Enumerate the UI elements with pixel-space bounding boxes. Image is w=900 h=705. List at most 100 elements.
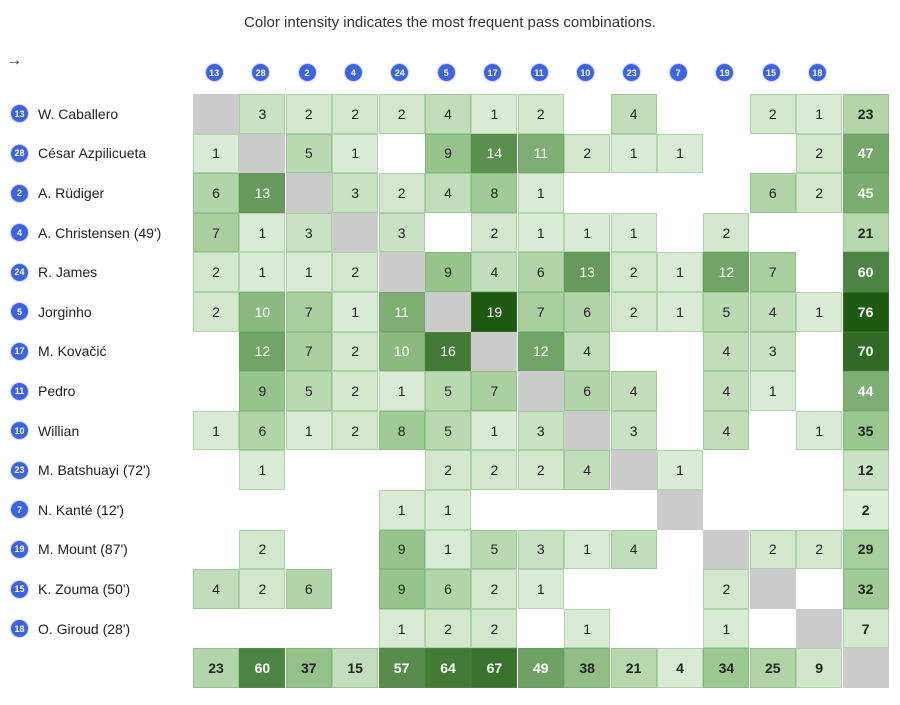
total-cell: 9 xyxy=(796,648,843,688)
pass-count-cell: 4 xyxy=(425,173,471,213)
pass-count-cell: 2 xyxy=(610,252,657,292)
pass-count-cell: 1 xyxy=(378,608,425,649)
column-badge-18: 18 xyxy=(807,63,827,82)
column-badge-17: 17 xyxy=(483,63,503,82)
pass-count-cell: 7 xyxy=(193,212,239,253)
pass-count-cell: 12 xyxy=(703,252,750,292)
pass-count-cell: 9 xyxy=(239,371,286,411)
pass-count-cell: 4 xyxy=(610,371,657,411)
empty-cell xyxy=(518,490,564,530)
player-row-label: 5 Jorginho xyxy=(10,302,92,322)
pass-count-cell: 1 xyxy=(796,292,843,332)
empty-cell xyxy=(750,213,796,253)
player-name: M. Kovačić xyxy=(38,343,107,360)
total-cell: 49 xyxy=(517,648,564,688)
player-number-badge: 13 xyxy=(10,104,29,124)
column-badge-10: 10 xyxy=(575,63,595,82)
total-cell: 47 xyxy=(842,133,889,174)
diagonal-cell xyxy=(285,173,332,213)
column-badge-4: 4 xyxy=(343,63,363,82)
pass-count-cell: 12 xyxy=(239,331,286,372)
empty-cell xyxy=(518,609,564,649)
empty-cell xyxy=(425,213,471,253)
pass-count-cell: 2 xyxy=(796,133,843,174)
empty-cell xyxy=(193,371,239,411)
pass-count-cell: 4 xyxy=(610,94,657,134)
column-badge-2: 2 xyxy=(297,63,317,82)
total-cell: 45 xyxy=(842,173,889,213)
pass-count-cell: 1 xyxy=(239,252,286,292)
pass-count-cell: 2 xyxy=(239,569,286,609)
empty-cell xyxy=(611,609,657,649)
pass-count-cell: 10 xyxy=(378,331,425,372)
pass-count-cell: 2 xyxy=(471,569,518,609)
player-row-label: 10 Willian xyxy=(10,421,79,441)
pass-count-cell: 2 xyxy=(378,94,425,134)
empty-cell xyxy=(471,490,517,530)
pass-count-cell: 8 xyxy=(378,410,425,451)
empty-cell xyxy=(564,94,610,134)
pass-count-cell: 9 xyxy=(378,569,425,609)
pass-count-cell: 5 xyxy=(425,371,471,411)
column-badge-19: 19 xyxy=(715,63,735,82)
player-number-badge: 24 xyxy=(10,262,29,282)
pass-count-cell: 7 xyxy=(471,371,518,411)
pass-count-cell: 7 xyxy=(285,331,332,372)
empty-cell xyxy=(193,490,239,530)
player-number-badge: 2 xyxy=(10,183,29,203)
total-cell: 60 xyxy=(842,252,889,292)
pass-count-cell: 1 xyxy=(239,450,286,490)
empty-cell xyxy=(750,490,796,530)
pass-count-cell: 3 xyxy=(378,212,425,253)
player-number-badge: 28 xyxy=(10,143,29,163)
player-row-label: 15 K. Zouma (50') xyxy=(10,579,130,599)
pass-count-cell: 6 xyxy=(564,292,611,332)
pass-count-cell: 1 xyxy=(332,292,379,332)
pass-count-cell: 2 xyxy=(749,529,796,570)
diagonal-cell xyxy=(378,252,425,292)
empty-cell xyxy=(611,332,657,372)
empty-cell xyxy=(750,134,796,174)
pass-count-cell: 5 xyxy=(471,529,518,570)
pass-count-cell: 2 xyxy=(193,252,239,292)
pass-count-cell: 8 xyxy=(471,173,518,213)
empty-cell xyxy=(239,609,285,649)
total-cell: 44 xyxy=(842,371,889,411)
player-name: Jorginho xyxy=(38,303,92,320)
empty-cell xyxy=(611,173,657,213)
empty-cell xyxy=(657,332,703,372)
pass-count-cell: 1 xyxy=(657,252,703,292)
pass-count-cell: 3 xyxy=(749,331,796,372)
pass-count-cell: 2 xyxy=(332,410,379,451)
empty-cell xyxy=(796,213,842,253)
player-row-label: 13 W. Caballero xyxy=(10,104,118,124)
empty-cell xyxy=(657,530,703,570)
pass-count-cell: 5 xyxy=(425,410,471,451)
pass-count-cell: 2 xyxy=(749,94,796,134)
empty-cell xyxy=(332,609,378,649)
total-cell: 2 xyxy=(842,490,889,530)
empty-cell xyxy=(796,490,842,530)
empty-cell xyxy=(796,569,842,609)
pass-count-cell: 3 xyxy=(332,173,379,213)
pass-count-cell: 2 xyxy=(471,212,518,253)
pass-count-cell: 4 xyxy=(425,94,471,134)
player-number-badge: 18 xyxy=(10,619,29,639)
pass-count-cell: 3 xyxy=(517,529,564,570)
empty-cell xyxy=(286,450,332,490)
empty-cell xyxy=(796,252,842,292)
total-cell: 12 xyxy=(842,450,889,490)
player-row-label: 24 R. James xyxy=(10,262,97,282)
empty-cell xyxy=(193,332,239,372)
pass-count-cell: 6 xyxy=(564,371,611,411)
pass-count-cell: 1 xyxy=(657,450,703,490)
total-cell: 25 xyxy=(749,648,796,688)
player-number-badge: 5 xyxy=(10,302,29,322)
total-cell: 23 xyxy=(842,94,889,134)
diagonal-cell xyxy=(564,410,611,451)
pass-count-cell: 14 xyxy=(471,133,518,174)
total-cell: 35 xyxy=(842,410,889,451)
pass-count-cell: 2 xyxy=(332,331,379,372)
player-name: N. Kanté (12') xyxy=(38,501,124,518)
total-cell: 64 xyxy=(425,648,471,688)
